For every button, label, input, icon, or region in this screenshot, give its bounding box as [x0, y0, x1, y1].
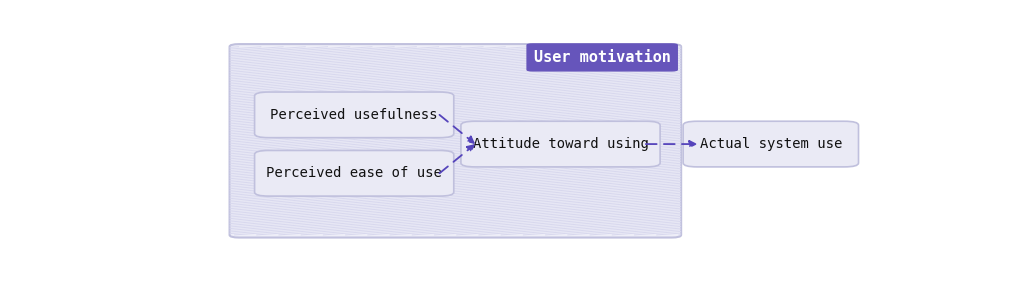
FancyBboxPatch shape [461, 121, 660, 167]
Text: Attitude toward using: Attitude toward using [472, 137, 648, 151]
FancyBboxPatch shape [255, 92, 454, 138]
Text: Actual system use: Actual system use [699, 137, 842, 151]
Text: User motivation: User motivation [534, 50, 671, 65]
Text: Perceived ease of use: Perceived ease of use [266, 166, 442, 180]
Text: Perceived usefulness: Perceived usefulness [270, 108, 438, 122]
FancyBboxPatch shape [683, 121, 858, 167]
FancyBboxPatch shape [526, 43, 678, 72]
FancyBboxPatch shape [255, 150, 454, 196]
FancyBboxPatch shape [229, 44, 681, 237]
